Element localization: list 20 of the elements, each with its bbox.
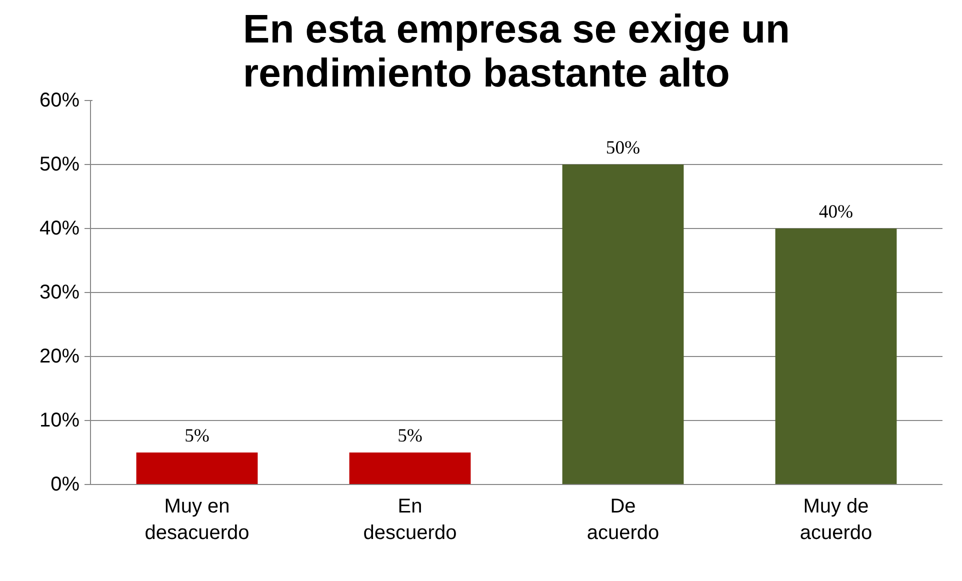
y-tick-label: 10% bbox=[39, 410, 80, 432]
x-tick-label: Muy de acuerdo bbox=[800, 496, 872, 544]
y-tick-label: 30% bbox=[39, 282, 80, 304]
x-tick-label: En descuerdo bbox=[363, 496, 457, 544]
y-tick-label: 0% bbox=[50, 474, 80, 496]
data-label: 5% bbox=[184, 426, 210, 446]
y-tick-label: 20% bbox=[39, 346, 80, 368]
data-label: 50% bbox=[606, 138, 640, 158]
data-label: 40% bbox=[818, 202, 854, 222]
y-tick-label: 50% bbox=[39, 154, 80, 176]
bar bbox=[136, 452, 258, 484]
bar bbox=[775, 228, 897, 484]
bar bbox=[349, 452, 471, 484]
x-tick-label: Muy en desacuerdo bbox=[144, 496, 250, 544]
x-tick-label: De acuerdo bbox=[586, 496, 660, 544]
data-label: 5% bbox=[398, 426, 422, 446]
bar bbox=[562, 164, 684, 484]
y-tick-label: 40% bbox=[39, 218, 80, 240]
y-tick-label: 60% bbox=[39, 90, 80, 112]
chart-title: En esta empresa se exige un rendimiento bastante alto bbox=[243, 8, 790, 96]
